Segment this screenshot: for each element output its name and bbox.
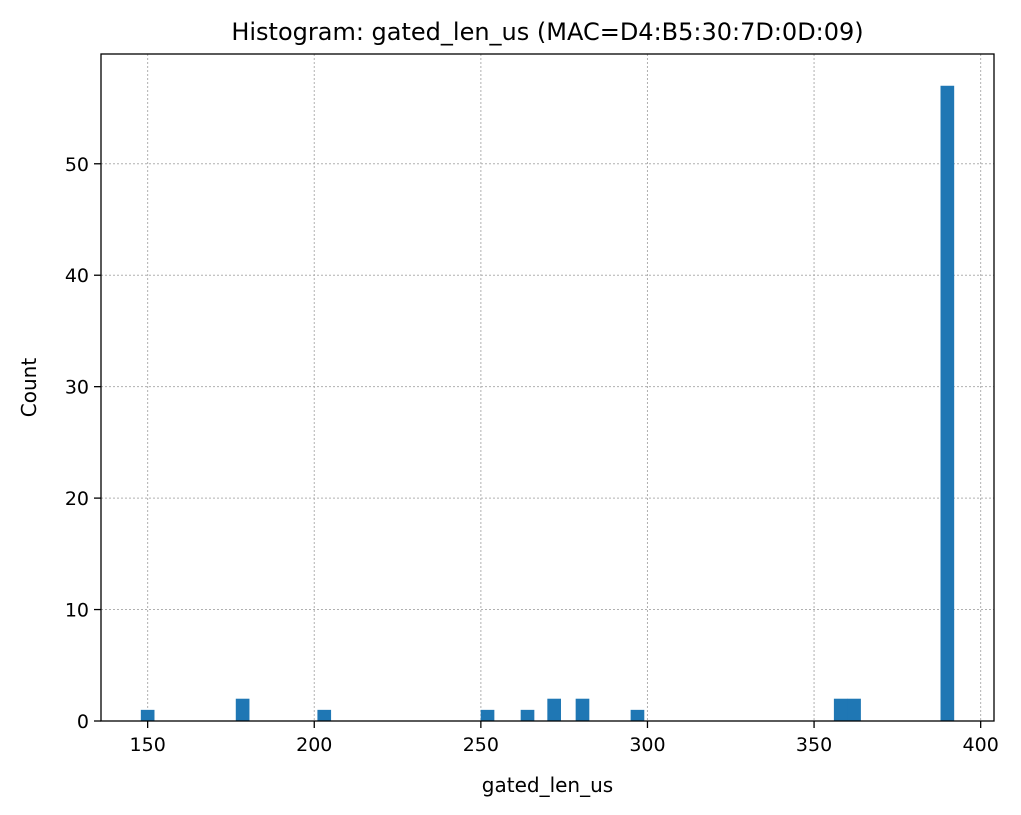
histogram-bar — [630, 709, 645, 721]
histogram-bar — [847, 698, 861, 721]
histogram-bar — [940, 85, 955, 721]
x-tick-label: 200 — [296, 734, 332, 756]
bars — [140, 85, 955, 721]
histogram-bar — [480, 709, 495, 721]
x-tick-label: 250 — [463, 734, 499, 756]
x-axis-label: gated_len_us — [482, 773, 613, 797]
x-tick-label: 150 — [130, 734, 166, 756]
chart-title: Histogram: gated_len_us (MAC=D4:B5:30:7D… — [231, 18, 863, 46]
histogram-bar — [317, 709, 332, 721]
x-tick-label: 350 — [796, 734, 832, 756]
grid — [101, 54, 994, 722]
y-axis-label: Count — [17, 358, 41, 418]
x-tick-label: 300 — [629, 734, 665, 756]
x-tick-label: 400 — [963, 734, 999, 756]
y-tick-label: 30 — [65, 377, 89, 399]
histogram-bar — [547, 698, 561, 721]
histogram-bar — [235, 698, 250, 721]
histogram-bar — [575, 698, 590, 721]
plot-frame — [100, 53, 995, 722]
x-axis-ticks: 150 200 250 300 350 400 — [130, 721, 999, 756]
histogram-bar — [520, 709, 535, 721]
y-tick-label: 10 — [65, 600, 89, 622]
y-tick-label: 0 — [77, 711, 89, 733]
y-tick-label: 20 — [65, 488, 89, 510]
y-axis-ticks: 0 10 20 30 40 50 — [65, 154, 101, 733]
y-tick-label: 50 — [65, 154, 89, 176]
histogram-bar — [140, 709, 155, 721]
histogram-bar — [833, 698, 848, 721]
y-tick-label: 40 — [65, 265, 89, 287]
